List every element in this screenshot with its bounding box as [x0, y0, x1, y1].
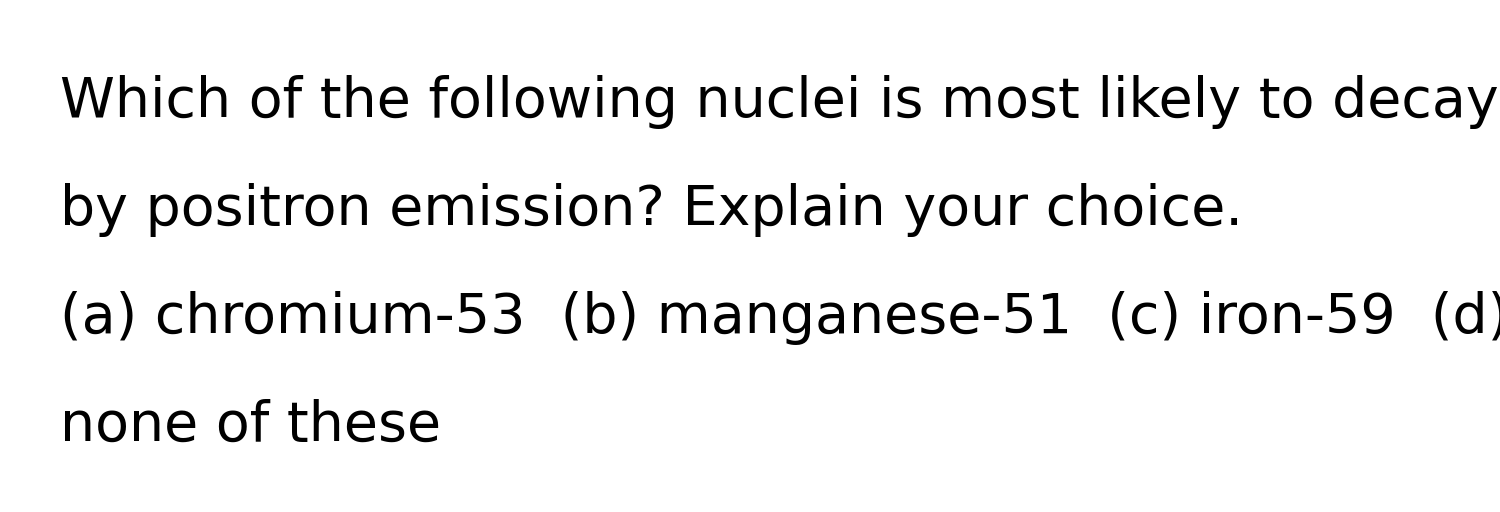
Text: Which of the following nuclei is most likely to decay: Which of the following nuclei is most li… — [60, 75, 1498, 129]
Text: by positron emission? Explain your choice.: by positron emission? Explain your choic… — [60, 183, 1243, 237]
Text: none of these: none of these — [60, 399, 441, 453]
Text: (a) chromium-53  (b) manganese-51  (c) iron-59  (d): (a) chromium-53 (b) manganese-51 (c) iro… — [60, 291, 1500, 345]
